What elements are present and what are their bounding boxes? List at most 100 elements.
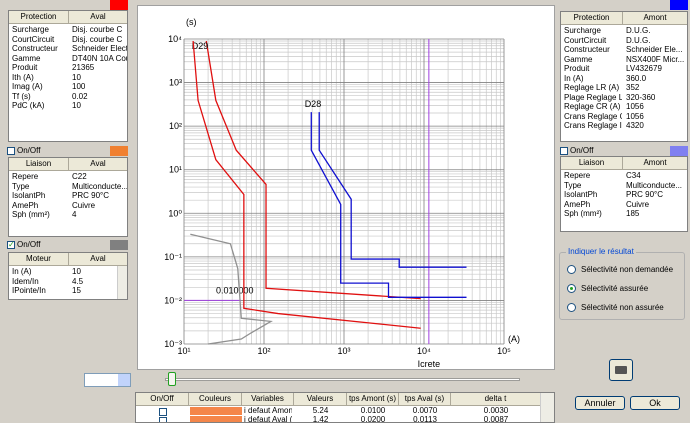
row-value: 352 [626,83,640,92]
property-table: Moteur Aval In (A) 10 Idem/In 4.5 IPointe/In 15 [8,252,128,300]
y-tick-label: 10⁰ [168,208,182,218]
radio-label: Sélectivité assurée [581,284,649,293]
row-value: 10 [72,72,81,82]
row-value: D.U.G. [626,35,651,45]
header-cell: Aval [90,254,106,263]
checkbox[interactable] [7,147,15,155]
radio[interactable] [567,284,576,293]
row-value: DT40N 10A Cou... [72,53,127,63]
color-box [670,0,688,10]
row-key: Ith (A) [12,72,34,82]
header-cell: delta t [451,393,541,405]
results-table: On/Off Couleurs Variables Valeurs tps Amont … [135,392,555,423]
row-key: Reglage LR (A) [564,83,620,92]
radio[interactable] [567,303,576,312]
table-header: Liaison Amont [561,157,687,170]
row-key: IsolantPh [12,191,46,200]
annotation: 0.010000 [216,285,254,295]
row-value: Multiconducte... [626,180,683,190]
row-color [190,407,242,415]
dropdown[interactable] [84,373,131,387]
radio-label: Sélectivité non demandée [581,265,674,274]
row-value: 4320 [626,121,644,130]
curve [190,233,273,345]
scrollbar [117,266,127,299]
group-title: Indiquer le résultat [566,246,636,258]
header-cell: Variables [242,393,294,405]
row-key: Reglage CR (A) [564,102,621,111]
row-value: 4 [72,210,77,219]
row-key: Plage Reglage L... [564,92,622,102]
x-tick-label: 10¹ [177,346,190,356]
x-tick-label: 10⁴ [417,346,431,356]
checkbox-label: On/Off [17,240,41,249]
row-key: Sph (mm²) [564,209,602,218]
y-tick-label: 10⁻¹ [164,252,182,262]
curve [318,112,467,268]
table-header: On/Off Couleurs Variables Valeurs tps Amont … [136,393,541,406]
row-key: Constructeur [12,44,58,53]
row-value: 1056 [626,102,644,111]
row-cell: 5.24 [312,406,329,415]
row-value: 15 [72,286,81,295]
print-button[interactable] [609,359,633,381]
row-key: CourtCircuit [564,35,607,45]
row-value: 360.0 [626,73,647,83]
table-header: Protection Aval [9,11,127,24]
row-value: 10 [72,267,81,276]
row-cell: 0.0030 [483,406,509,415]
row-cell: 0.0087 [483,415,509,423]
row-key: IsolantPh [564,190,598,199]
row-checkbox[interactable] [159,408,167,416]
curve [205,40,421,300]
property-table: Liaison Amont Repere C34 Type Multiconducte..… [560,156,688,232]
row-cell: 0.0200 [360,415,386,423]
y-tick-label: 10⁻² [164,295,182,305]
row-value: D.U.G. [626,26,651,35]
row-value: 10 [72,101,81,110]
row-checkbox[interactable] [159,417,167,422]
color-box [110,240,128,250]
row-key: Produit [564,64,590,73]
printer-icon [615,366,627,374]
row-value: 100 [72,82,86,91]
button-ok[interactable]: Ok [630,396,680,410]
y-axis-label: (s) [186,17,197,27]
row-cell: i defaut Aval (... [244,415,292,423]
y-tick-label: 10¹ [169,165,182,175]
header-cell: tps Aval (s) [399,393,451,405]
radio-label: Sélectivité non assurée [581,303,664,312]
slider-track [165,378,520,381]
y-tick-label: 10⁻³ [164,339,182,349]
y-tick-label: 10³ [169,78,182,88]
checkbox[interactable] [560,147,568,155]
row-key: Constructeur [564,45,610,54]
row-key: Type [12,181,30,191]
chart-panel: 10¹ 10² 10³ 10⁴ 10⁵ 10⁻³ 10⁻² 10⁻¹ 10⁰ 10¹ 10² 10³ 1… [137,5,555,370]
row-value: Cuivre [72,200,96,210]
header-cell: Liaison [9,158,69,170]
row-key: AmePh [12,200,39,210]
y-tick-label: 10² [169,121,182,131]
row-value: 185 [626,209,640,218]
header-cell: Amont [643,158,667,167]
x-tick-label: 10⁵ [497,346,511,356]
row-key: Idem/In [12,276,39,286]
header-cell: tps Amont (s) [347,393,399,405]
row-value: 320-360 [626,92,656,102]
header-cell: Protection [561,12,623,24]
row-key: In (A) [12,267,32,276]
button-cancel[interactable]: Annuler [575,396,625,410]
curve [192,40,421,329]
row-value: Disj. courbe C [72,25,123,34]
row-value: 1056 [626,111,644,121]
header-cell: Amont [643,13,667,22]
color-box [670,146,688,156]
row-value: LV432679 [626,64,662,73]
checkbox[interactable]: ✓ [7,240,15,249]
table-header: Moteur Aval [9,253,127,266]
color-box [110,146,128,156]
slider-thumb[interactable] [168,372,176,386]
radio[interactable] [567,265,576,274]
row-cell: 0.0113 [413,415,437,423]
